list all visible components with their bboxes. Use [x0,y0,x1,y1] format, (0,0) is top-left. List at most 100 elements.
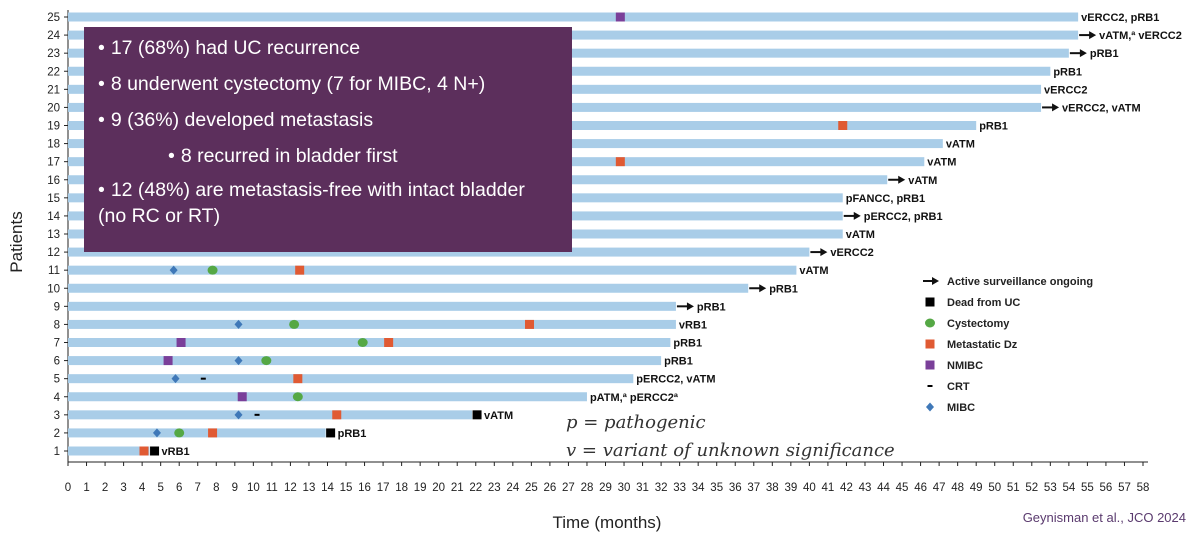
patient-row-24: vATM,ª vERCC2 [68,30,1182,42]
legend-crt-marker [927,385,933,387]
x-tick-label: 43 [859,482,872,494]
legend-label: NMIBC [947,360,983,372]
x-tick-label: 45 [896,482,909,494]
legend-cystectomy-marker [925,318,935,328]
legend-label: Metastatic Dz [947,339,1018,351]
citation: Geynisman et al., JCO 2024 [1023,510,1186,525]
patient-mutation-label: pERCC2, vATM [636,374,715,386]
arrow-head [820,248,828,257]
crt-marker [200,377,206,380]
patient-mutation-label: vERCC2, pRB1 [1081,12,1159,24]
y-tick-label: 8 [54,319,60,331]
patient-bar [68,392,587,402]
x-tick-label: 50 [988,482,1001,494]
legend-item-dead: Dead from UC [925,297,1020,309]
metastatic-marker [384,338,394,347]
x-tick-label: 41 [822,482,835,494]
mibc-marker [171,374,180,384]
x-tick-label: 58 [1137,482,1150,494]
y-tick-label: 4 [54,392,61,404]
patient-mutation-label: vATM [946,139,975,151]
legend-item-mibc: MIBC [926,402,975,414]
nmibc-marker [163,356,173,366]
x-tick-label: 48 [951,482,964,494]
bullet-icon: • [98,37,105,59]
x-tick-label: 13 [303,482,316,494]
y-tick-label: 25 [47,12,60,24]
nmibc-marker [237,392,247,402]
x-tick-label: 34 [692,482,705,494]
cystectomy-marker [289,319,300,329]
legend-item-arrow: Active surveillance ongoing [923,276,1093,288]
y-tick-label: 21 [47,84,60,96]
metastatic-marker [139,446,149,456]
patient-mutation-label: pRB1 [1090,48,1119,60]
x-tick-label: 51 [1007,482,1020,494]
metastatic-marker [525,319,535,329]
surveillance-arrow [810,248,828,257]
surveillance-arrow [1042,103,1060,112]
surveillance-arrow [843,211,861,220]
surveillance-arrow [749,284,767,293]
patient-mutation-label: pRB1 [979,121,1008,133]
y-tick-label: 16 [47,175,60,187]
y-tick-label: 1 [54,446,60,458]
summary-item-text: 9 (36%) developed metastasis [110,109,374,131]
x-tick-label: 36 [729,482,742,494]
x-tick-label: 7 [195,482,201,494]
arrow-head [686,302,694,311]
y-tick-label: 10 [47,283,60,295]
arrow-head [1052,103,1060,112]
y-tick-label: 15 [47,193,60,205]
y-tick-label: 5 [54,374,60,386]
patient-mutation-label: pRB1 [664,356,693,368]
x-tick-label: 4 [139,482,146,494]
x-tick-label: 0 [65,482,71,494]
x-tick-label: 10 [247,482,260,494]
patient-bar [68,428,326,438]
x-tick-label: 40 [803,482,816,494]
y-tick-label: 23 [47,48,60,60]
y-tick-label: 18 [47,139,60,151]
legend-label: Cystectomy [947,318,1010,330]
legend-label: Dead from UC [947,297,1020,309]
x-tick-label: 11 [266,482,278,494]
legend-metastatic-marker [925,339,935,349]
x-tick-label: 1 [83,482,89,494]
surveillance-arrow [888,175,906,184]
legend-item-nmibc: NMIBC [925,360,983,372]
patient-mutation-label: vATM [799,265,828,277]
patient-mutation-label: vATM [846,229,875,241]
patient-mutation-label: vERCC2, vATM [1062,102,1141,114]
patient-mutation-label: vATM [484,410,513,422]
summary-item: • 12 (48%) are metastasis-free with intac… [98,177,558,229]
y-tick-label: 9 [54,301,60,313]
x-tick-label: 12 [284,482,297,494]
cystectomy-marker [207,265,218,275]
patient-mutation-label: vATM [908,175,937,187]
patient-bar [68,446,150,456]
metastatic-marker [295,265,305,275]
x-tick-label: 15 [340,482,353,494]
patient-mutation-label: vRB1 [679,319,707,331]
x-tick-label: 47 [933,482,946,494]
x-tick-label: 32 [655,482,668,494]
mibc-marker [234,356,243,366]
x-tick-label: 16 [358,482,371,494]
bullet-icon: • [168,145,175,167]
patient-row-4: pATM,ª pERCC2ª [68,392,679,404]
patient-bar [68,301,676,311]
y-tick-label: 22 [47,66,60,78]
y-tick-label: 2 [54,428,60,440]
patient-row-2: pRB1 [68,428,366,440]
surveillance-arrow [1069,49,1087,58]
legend-item-cystectomy: Cystectomy [925,318,1010,330]
nmibc-marker [176,338,186,347]
patient-row-11: vATM [68,265,829,277]
patient-bar [68,410,473,420]
x-tick-label: 23 [488,482,501,494]
y-tick-label: 13 [47,229,60,241]
x-tick-label: 9 [232,482,238,494]
nmibc-marker [615,12,625,22]
metastatic-marker [332,410,342,420]
